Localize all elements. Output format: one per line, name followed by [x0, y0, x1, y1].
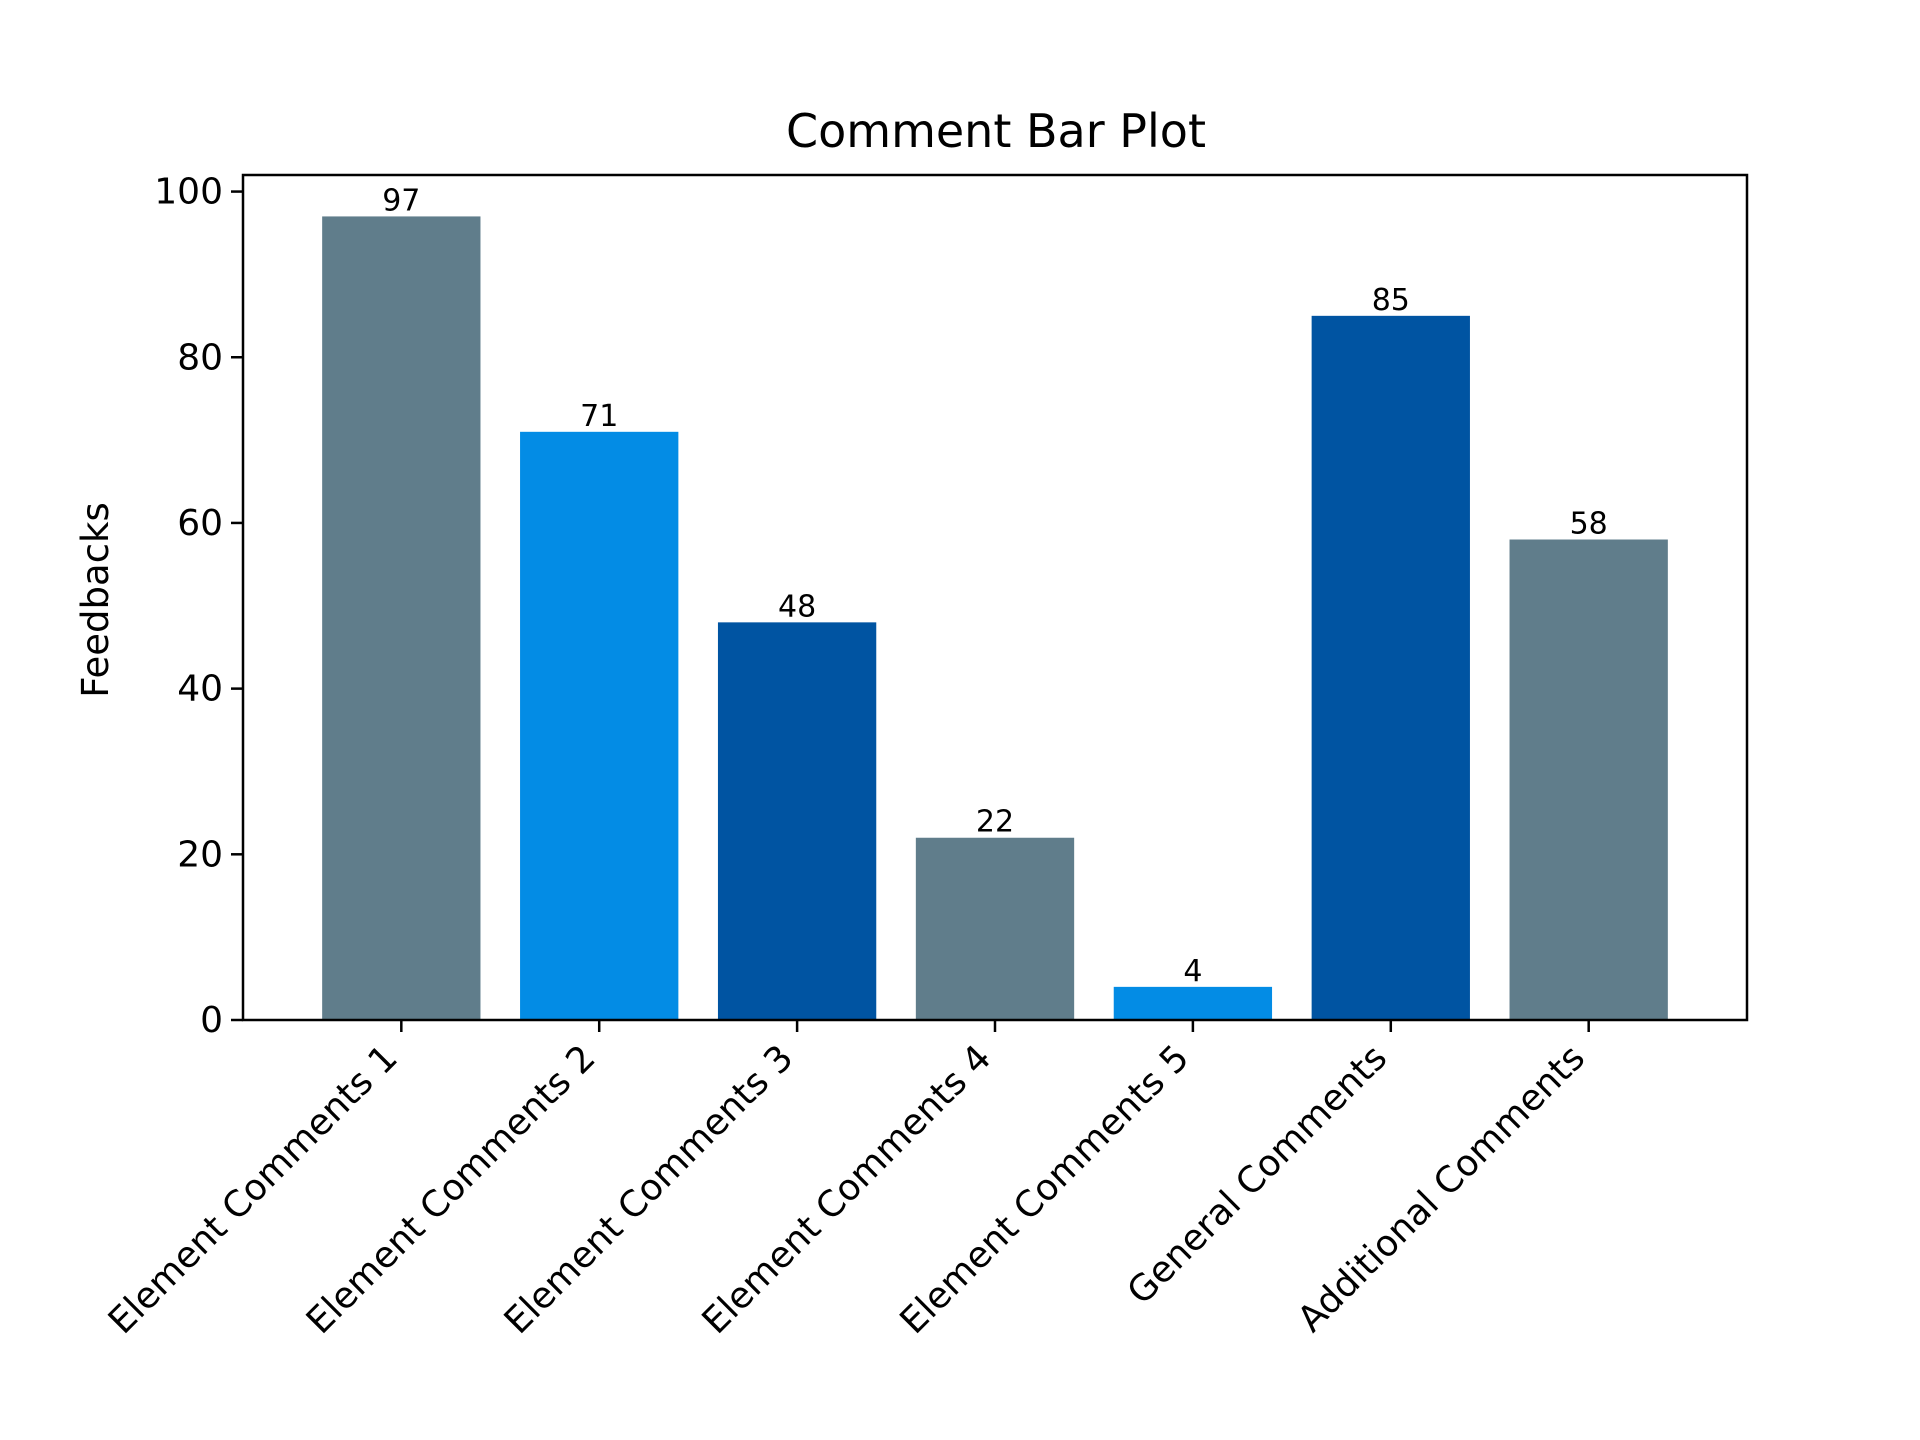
data-labels-group: 97 71 48 22 4 85 58 — [382, 183, 1608, 988]
y-tick-label-60: 60 — [177, 503, 223, 544]
data-label-1: 97 — [382, 183, 420, 218]
bars-group — [322, 216, 1668, 1020]
data-label-7: 58 — [1570, 507, 1608, 542]
data-label-2: 71 — [580, 399, 618, 434]
bar-1 — [322, 216, 481, 1020]
data-label-3: 48 — [778, 589, 816, 624]
y-axis-ticks: 0 20 40 60 80 100 — [154, 172, 243, 1041]
y-tick-label-40: 40 — [177, 669, 223, 710]
y-tick-label-80: 80 — [177, 337, 223, 378]
y-axis-label: Feedbacks — [74, 502, 117, 697]
data-label-5: 4 — [1183, 954, 1202, 989]
bar-5 — [1113, 986, 1273, 1020]
y-tick-label-20: 20 — [177, 834, 223, 875]
y-tick-label-0: 0 — [200, 1000, 223, 1041]
bar-4 — [915, 837, 1075, 1020]
bar-3 — [717, 622, 877, 1020]
chart-title: Comment Bar Plot — [786, 104, 1206, 158]
y-tick-label-100: 100 — [154, 172, 223, 213]
data-label-6: 85 — [1372, 283, 1410, 318]
data-label-4: 22 — [976, 805, 1014, 840]
bar-2 — [520, 431, 679, 1020]
bar-6 — [1311, 315, 1470, 1020]
bar-7 — [1509, 539, 1668, 1020]
plot-frame — [241, 173, 1749, 1022]
